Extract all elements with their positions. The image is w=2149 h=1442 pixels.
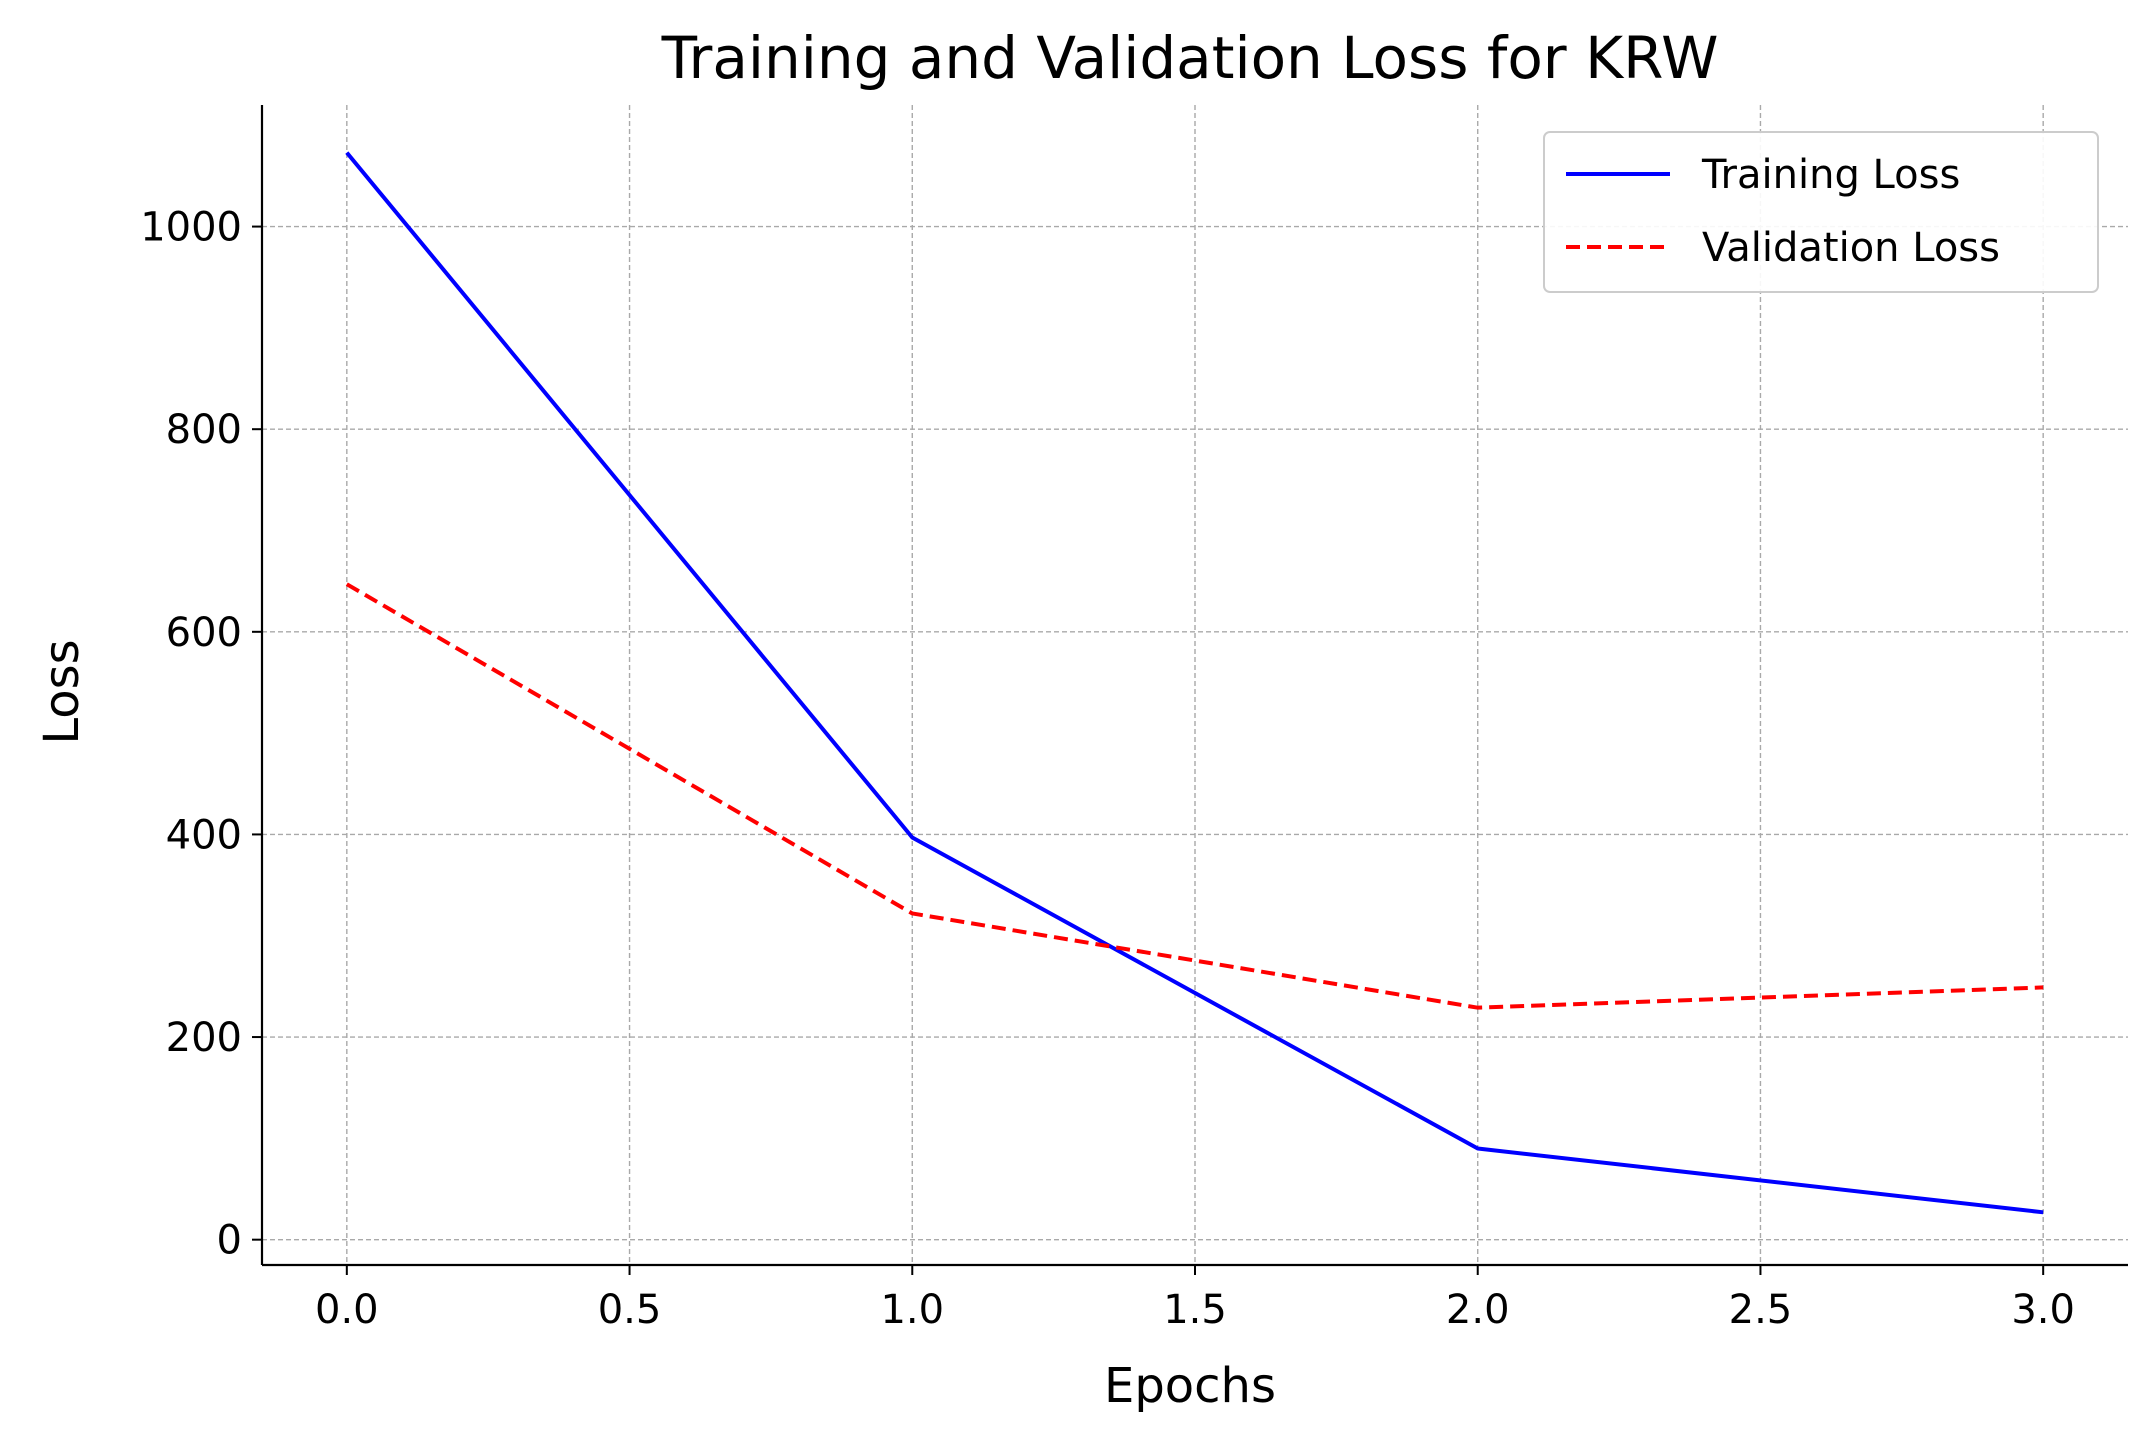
x-tick-label: 0.5 — [598, 1287, 662, 1333]
x-tick-label: 2.0 — [1446, 1287, 1510, 1333]
x-axis-title: Epochs — [1104, 1358, 1276, 1414]
y-tick-label: 200 — [166, 1015, 242, 1061]
y-tick-label: 600 — [166, 610, 242, 656]
series-line-validation-loss — [345, 582, 2044, 1010]
legend-frame — [1543, 131, 2099, 293]
x-tick-label: 1.5 — [1163, 1287, 1227, 1333]
y-tick-label: 0 — [217, 1218, 242, 1264]
series-layer — [345, 151, 2044, 1215]
x-tick-label: 3.0 — [2011, 1287, 2075, 1333]
x-tick-label: 2.5 — [1729, 1287, 1793, 1333]
legend: Training Loss Validation Loss — [1543, 131, 2099, 293]
series-line-training-loss — [345, 151, 2044, 1215]
legend-label-validation: Validation Loss — [1702, 225, 2000, 271]
y-tick-label: 400 — [166, 812, 242, 858]
x-tick-label: 0.0 — [315, 1287, 379, 1333]
y-tick-label: 800 — [166, 407, 242, 453]
legend-label-training: Training Loss — [1701, 152, 1960, 198]
x-tick-label: 1.0 — [880, 1287, 944, 1333]
y-tick-label: 1000 — [140, 205, 242, 251]
y-axis-title: Loss — [34, 639, 90, 744]
chart-title: Training and Validation Loss for KRW — [661, 24, 1719, 92]
ticks-layer: 0.0 0.5 1.0 1.5 2.0 2.5 3.0 0 200 400 600 800 1000 — [140, 205, 2075, 1333]
